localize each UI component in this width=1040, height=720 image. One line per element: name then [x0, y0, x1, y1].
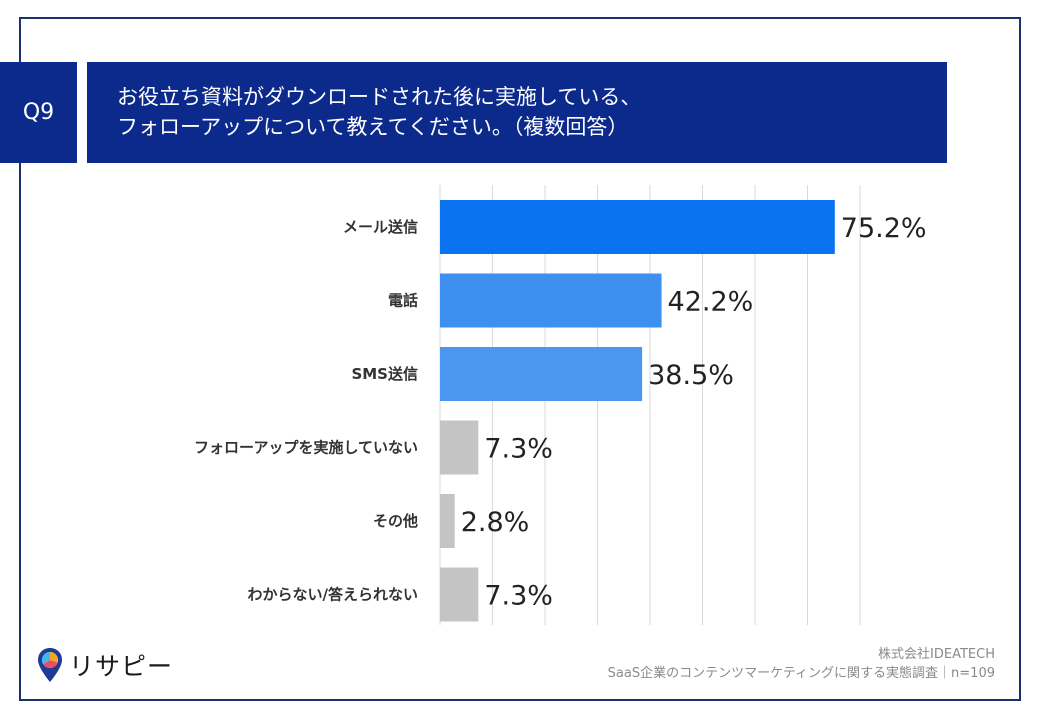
- value-label-1: 75.2%: [841, 213, 927, 244]
- bar-5: [440, 494, 455, 548]
- bars: [440, 200, 835, 622]
- bar-1: [440, 200, 835, 254]
- question-line-1: お役立ち資料がダウンロードされた後に実施している、: [117, 85, 642, 109]
- bar-2: [440, 273, 662, 328]
- risapy-logo: リサピー: [37, 647, 173, 683]
- question-number: Q9: [22, 100, 55, 125]
- map-pin-icon: [38, 648, 62, 682]
- question-header: お役立ち資料がダウンロードされた後に実施している、 フォローアップについて教えて…: [87, 62, 947, 163]
- value-label-6: 7.3%: [484, 581, 553, 612]
- question-line-2: フォローアップについて教えてください。（複数回答）: [117, 115, 629, 139]
- value-label-5: 2.8%: [461, 507, 530, 538]
- question-number-badge: Q9: [0, 62, 77, 163]
- bar-4: [440, 420, 479, 475]
- category-label-1: メール送信: [343, 218, 418, 236]
- footer-survey: SaaS企業のコンテンツマーケティングに関する実態調査｜n=109: [607, 666, 995, 681]
- category-label-6: わからない/答えられない: [248, 586, 418, 604]
- category-label-5: その他: [373, 512, 418, 530]
- category-label-2: 電話: [388, 292, 418, 310]
- labels: メール送信 75.2% 電話 42.2% SMS送信 38.5% フォローアップを実施してい…: [194, 213, 927, 612]
- value-label-2: 42.2%: [668, 287, 754, 318]
- logo-text: リサピー: [69, 652, 174, 681]
- footer-company: 株式会社IDEATECH: [878, 647, 995, 662]
- value-label-3: 38.5%: [648, 360, 734, 391]
- category-label-3: SMS送信: [351, 365, 418, 383]
- grid-lines: [439, 185, 861, 625]
- category-label-4: フォローアップを実施していない: [194, 439, 418, 457]
- bar-3: [440, 347, 643, 401]
- value-label-4: 7.3%: [484, 434, 553, 465]
- bar-6: [440, 567, 479, 622]
- footer-credit: 株式会社IDEATECH SaaS企業のコンテンツマーケティングに関する実態調査…: [608, 645, 995, 683]
